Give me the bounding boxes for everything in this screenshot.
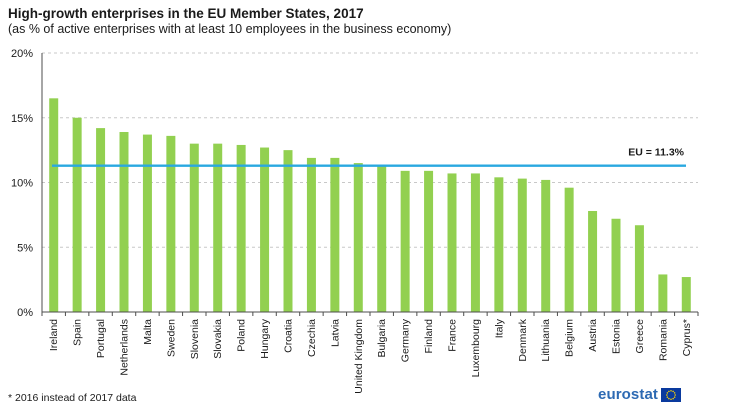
y-tick-label: 20% <box>11 48 33 60</box>
x-tick-label: Cyprus* <box>681 319 693 356</box>
y-tick-label: 0% <box>17 307 33 319</box>
bar-cyprus <box>681 277 691 312</box>
bar-luxembourg <box>470 173 480 312</box>
bar-united-kingdom <box>353 163 363 312</box>
y-tick-label: 5% <box>17 242 33 254</box>
flag-star <box>666 391 669 394</box>
bar-lithuania <box>541 179 551 312</box>
bar-portugal <box>96 128 106 312</box>
x-tick-label: Slovakia <box>212 319 224 359</box>
eu-average-line-group: EU = 11.3% <box>52 147 686 167</box>
x-tick-label: Hungary <box>259 318 271 358</box>
flag-star <box>666 395 669 398</box>
bar-germany <box>400 170 410 312</box>
bar-slovakia <box>213 143 223 312</box>
y-tick-label: 10% <box>11 178 33 190</box>
y-axis-ticks: 0% 5% 10% 15% 20% <box>11 48 33 319</box>
bar-ireland <box>49 98 59 312</box>
x-tick-label: Netherlands <box>119 319 131 376</box>
chart-subtitle: (as % of active enterprises with at leas… <box>8 22 452 36</box>
bar-greece <box>634 225 644 312</box>
footnote: * 2016 instead of 2017 data <box>8 392 137 404</box>
bar-estonia <box>611 218 621 312</box>
bar-italy <box>494 177 504 312</box>
bar-latvia <box>330 157 340 312</box>
x-tick-label: Estonia <box>611 319 623 354</box>
eu-average-label: EU = 11.3% <box>628 147 684 159</box>
bar-slovenia <box>189 143 199 312</box>
flag-star <box>668 397 670 399</box>
x-tick-label: Malta <box>142 319 154 345</box>
bar-france <box>447 173 457 312</box>
x-tick-label: Portugal <box>95 319 107 358</box>
x-axis-ticks: Ireland Spain Portugal Netherlands Malta Swed… <box>48 318 693 393</box>
bar-spain <box>72 117 82 312</box>
bar-poland <box>236 144 246 312</box>
x-tick-label: Denmark <box>517 318 529 361</box>
x-tick-label: United Kingdom <box>353 319 365 394</box>
x-tick-label: Luxembourg <box>470 319 482 378</box>
x-tick-label: Belgium <box>564 319 576 357</box>
x-tick-label: Poland <box>236 319 248 352</box>
chart-title: High-growth enterprises in the EU Member… <box>8 6 364 21</box>
x-tick-label: Slovenia <box>189 319 201 359</box>
x-tick-label: Croatia <box>283 319 295 353</box>
bars <box>49 98 691 312</box>
flag-star <box>668 390 670 392</box>
flag-star <box>670 397 672 400</box>
bar-netherlands <box>119 131 129 312</box>
x-tick-label: Lithuania <box>540 319 552 362</box>
x-tick-label: Bulgaria <box>376 319 388 358</box>
flag-star <box>673 395 676 398</box>
bar-malta <box>142 134 152 312</box>
bar-austria <box>588 210 598 312</box>
x-tick-label: Czechia <box>306 319 318 357</box>
bar-croatia <box>283 150 293 312</box>
x-tick-label: Germany <box>400 318 412 362</box>
eurostat-logo: eurostat <box>598 386 681 403</box>
flag-star <box>672 390 674 392</box>
gridlines <box>42 52 698 248</box>
bar-romania <box>658 274 668 312</box>
flag-star <box>666 393 668 396</box>
eu-flag-icon <box>660 387 681 402</box>
x-tick-label: Austria <box>587 319 599 352</box>
y-tick-label: 15% <box>11 113 33 125</box>
x-tick-label: Latvia <box>329 319 341 347</box>
bar-sweden <box>166 135 176 312</box>
bar-denmark <box>517 178 527 312</box>
eurostat-wordmark: eurostat <box>598 386 658 403</box>
flag-star <box>672 397 674 399</box>
x-tick-label: Spain <box>72 319 84 346</box>
bar-czechia <box>306 157 316 312</box>
x-tick-label: Finland <box>423 319 435 354</box>
x-tick-label: Italy <box>493 318 505 338</box>
bar-hungary <box>260 147 270 312</box>
x-tick-label: Ireland <box>48 319 60 351</box>
bar-finland <box>424 170 434 312</box>
bar-bulgaria <box>377 165 387 312</box>
flag-star <box>674 393 676 396</box>
bar-belgium <box>564 187 574 312</box>
flag-star <box>673 391 676 394</box>
x-tick-label: Romania <box>657 319 669 361</box>
x-tick-label: Greece <box>634 319 646 354</box>
flag-star <box>670 389 672 392</box>
x-tick-label: Sweden <box>165 319 177 357</box>
axes <box>41 53 699 316</box>
x-tick-label: France <box>447 319 459 352</box>
